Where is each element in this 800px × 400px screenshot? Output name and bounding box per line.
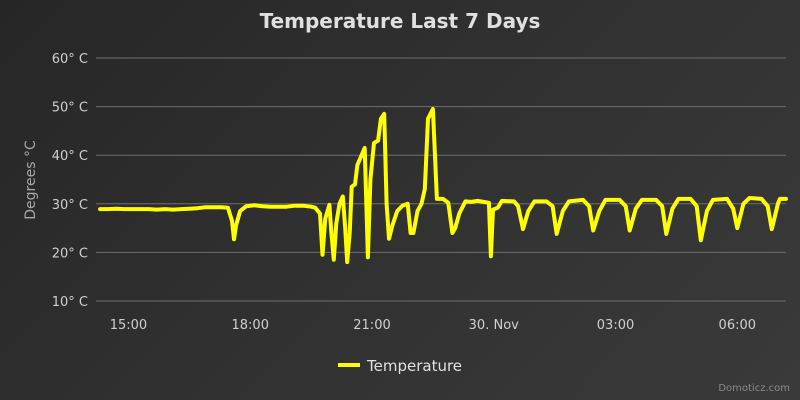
y-tick-label: 40° C bbox=[52, 149, 88, 164]
x-tick-label: 18:00 bbox=[232, 318, 269, 333]
x-tick-label: 06:00 bbox=[719, 318, 756, 333]
series-layer bbox=[98, 107, 788, 265]
y-axis-ticks: 10° C 20° C 30° C 40° C 50° C 60° C bbox=[52, 52, 88, 310]
legend-label-temperature[interactable]: Temperature bbox=[366, 357, 462, 375]
x-axis-ticks: 15:00 18:00 21:00 30. Nov 03:00 06:00 bbox=[110, 318, 756, 333]
y-tick-label: 60° C bbox=[52, 52, 88, 67]
y-tick-label: 10° C bbox=[52, 295, 88, 310]
legend[interactable]: Temperature bbox=[338, 357, 462, 375]
y-tick-label: 50° C bbox=[52, 101, 88, 116]
x-tick-label: 03:00 bbox=[597, 318, 634, 333]
y-tick-label: 30° C bbox=[52, 198, 88, 213]
x-tick-label: 30. Nov bbox=[469, 318, 519, 333]
series-line-temperature[interactable] bbox=[98, 107, 788, 265]
chart-title: Temperature Last 7 Days bbox=[260, 9, 541, 33]
grid-lines bbox=[96, 57, 786, 302]
x-tick-label: 15:00 bbox=[110, 318, 147, 333]
credit-link[interactable]: Domoticz.com bbox=[718, 383, 790, 394]
y-axis-label: Degrees °C bbox=[23, 140, 39, 220]
x-tick-label: 21:00 bbox=[353, 318, 390, 333]
y-tick-label: 20° C bbox=[52, 246, 88, 261]
